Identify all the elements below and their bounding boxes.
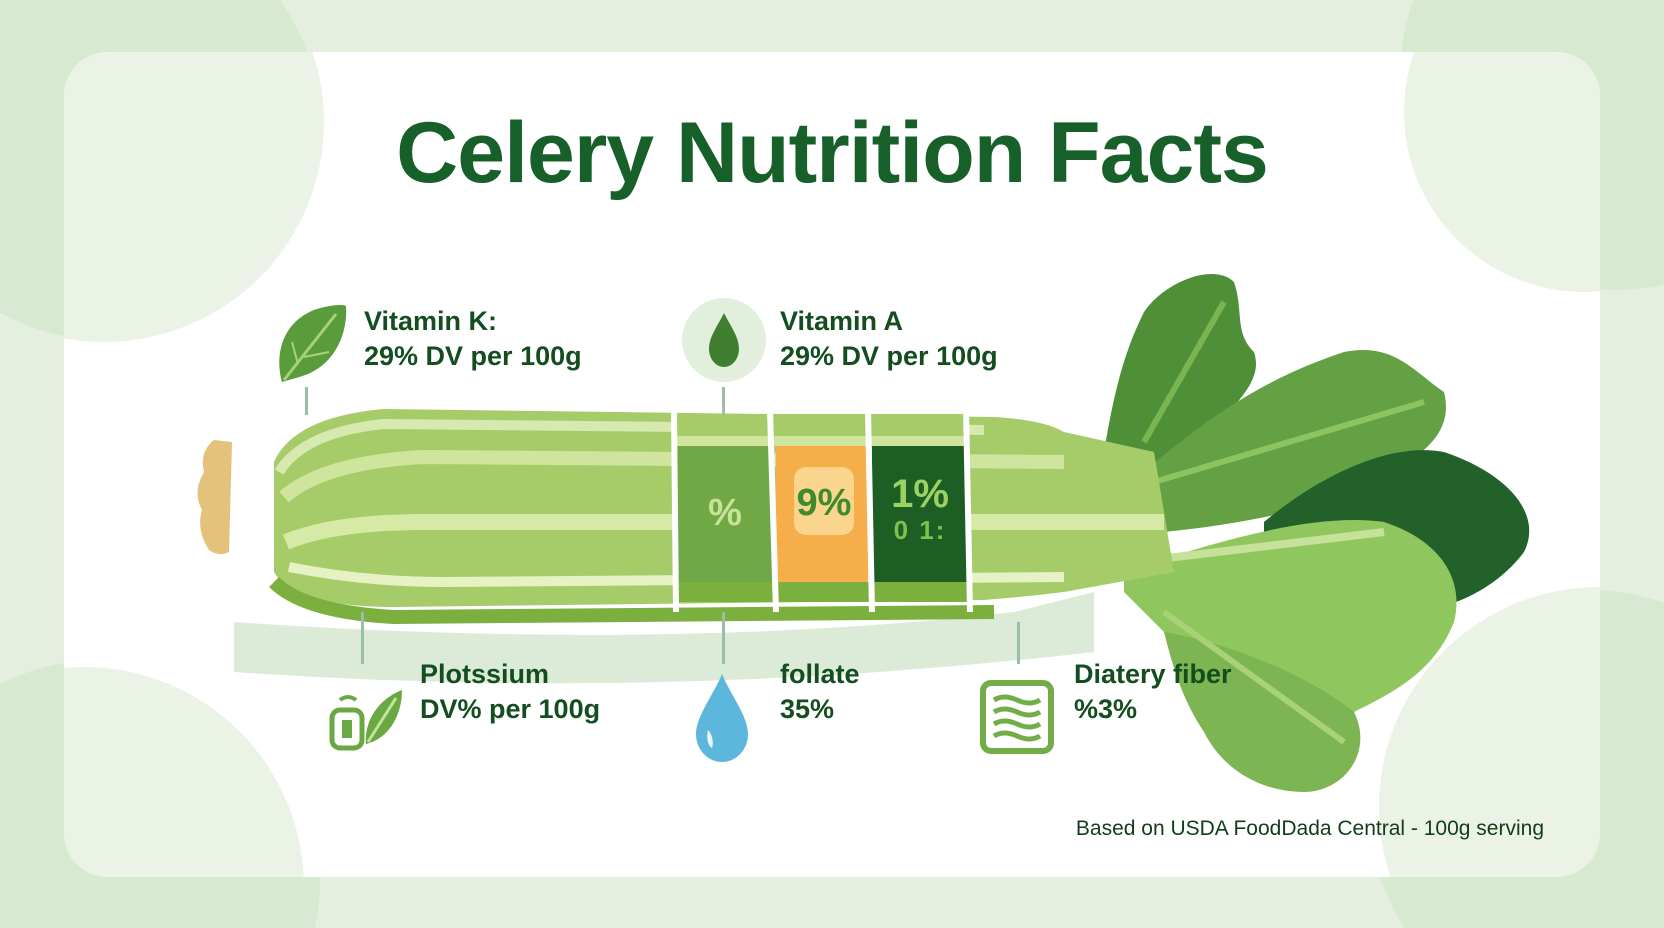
nutrient-value: 29% DV per 100g [780, 341, 998, 371]
leader-line [305, 387, 308, 415]
nutrient-name: Vitamin A [780, 306, 904, 336]
fiber-icon [980, 680, 1054, 754]
nutrient-vitamin-k: Vitamin K: 29% DV per 100g [364, 304, 582, 374]
band-percent-3: 1% [891, 472, 949, 516]
page-title: Celery Nutrition Facts [396, 105, 1269, 201]
nutrient-name: Diatery fiber [1074, 659, 1232, 689]
nutrient-value: 29% DV per 100g [364, 341, 582, 371]
nutrient-dietary-fiber: Diatery fiber %3% [1074, 657, 1232, 727]
band-subtext-3: 0 1: [893, 515, 947, 545]
nutrient-name: Plotssium [420, 659, 550, 689]
droplet-icon [682, 298, 766, 382]
celery-leaves [1104, 273, 1530, 792]
nutrient-name: Vitamin K: [364, 306, 498, 336]
nutrient-value: %3% [1074, 694, 1138, 724]
nutrient-vitamin-a: Vitamin A 29% DV per 100g [780, 304, 998, 374]
leader-line [1017, 622, 1020, 664]
celery-illustration [197, 273, 1530, 792]
band-percent-2: 9% [796, 482, 852, 524]
source-footnote: Based on USDA FoodDada Central - 100g se… [1075, 817, 1544, 840]
leader-line [722, 612, 725, 664]
nutrient-potassium: Plotssium DV% per 100g [420, 657, 600, 727]
nutrient-folate: follate 35% [780, 657, 860, 727]
leader-line [361, 612, 364, 664]
nutrient-value: 35% [780, 694, 835, 724]
leaf-icon [279, 305, 347, 382]
leader-line [722, 387, 725, 415]
nutrient-name: follate [780, 659, 860, 689]
potassium-leaf-icon [329, 690, 402, 751]
water-drop-icon [696, 674, 748, 762]
nutrient-value: DV% per 100g [420, 694, 601, 724]
infographic-card: Celery Nutrition Facts [64, 52, 1600, 877]
band-percent-1: % [708, 492, 742, 534]
